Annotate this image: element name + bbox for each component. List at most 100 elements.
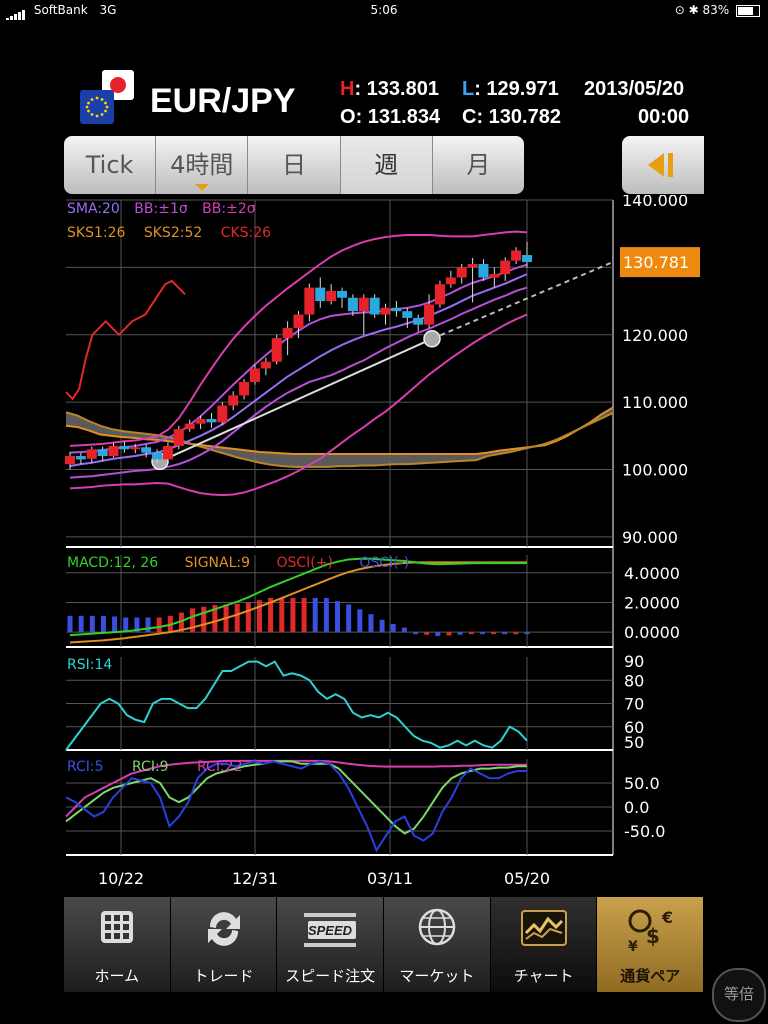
candle-up (380, 307, 391, 315)
rci-axis-tick: -50.0 (624, 822, 665, 841)
legend-sks1: SKS1:26 (67, 225, 126, 241)
date-axis-tick: 12/31 (232, 869, 278, 888)
macd-oscillator-bar (491, 632, 497, 635)
candle-up (467, 264, 478, 268)
macd-oscillator-bar (401, 627, 407, 633)
legend-cks: CKS:26 (220, 225, 272, 241)
chart-area[interactable]: 140.000130.000120.000110.000100.00090.00… (0, 195, 768, 895)
current-price-label: 130.781 (623, 253, 689, 272)
macd-oscillator-bar (245, 602, 251, 633)
rci5-line (65, 760, 527, 853)
eur-jpy-flag-icon (80, 70, 134, 124)
macd-oscillator-bar (502, 632, 508, 635)
candle-up (434, 284, 445, 305)
low-label: L (462, 78, 475, 100)
nav-chart-label: チャート (513, 967, 574, 985)
macd-oscillator-bar (435, 632, 441, 637)
price-axis-tick: 140.000 (622, 195, 688, 210)
main-legend-row2: SKS1:26 SKS2:52 CKS:26 (67, 225, 271, 241)
candle-down (522, 255, 532, 263)
price-axis-tick: 110.000 (622, 393, 688, 412)
legend-osci-minus: OSCI(-) (359, 555, 410, 571)
legend-bb1: BB:±1σ (134, 201, 188, 217)
close-price: C: 130.782 (462, 106, 561, 129)
macd-oscillator-bar (290, 597, 296, 633)
nav-currency-pair[interactable]: € $ ¥ 通貨ペア (597, 897, 705, 992)
candle-up (489, 274, 500, 278)
main-legend-row1: SMA:20 BB:±1σ BB:±2σ (67, 201, 256, 217)
legend-osci-plus: OSCI(+) (276, 555, 333, 571)
macd-oscillator-bar (156, 617, 162, 633)
macd-oscillator-bar (145, 617, 151, 633)
candle-up (260, 361, 271, 369)
zoom-scale-button[interactable]: 等倍 (712, 968, 766, 1022)
macd-oscillator-bar (89, 615, 95, 633)
clock: 5:06 (370, 3, 398, 17)
panel-bar-icon (668, 153, 673, 177)
currency-pair-icon: € $ ¥ (628, 908, 673, 955)
nav-chart[interactable]: チャート (490, 897, 598, 992)
chart-icon (520, 910, 567, 946)
candle-up (184, 423, 195, 430)
legend-bb2: BB:±2σ (202, 201, 256, 217)
tab-4hour[interactable]: 4時間 (156, 136, 249, 194)
macd-oscillator-bar (234, 603, 240, 633)
macd-oscillator-bar (424, 632, 430, 635)
macd-oscillator-bar (279, 597, 285, 633)
legend-sma: SMA:20 (67, 201, 120, 217)
dropdown-caret-icon (194, 184, 209, 191)
candle-down (119, 445, 130, 450)
candle-down (152, 452, 163, 460)
tab-week[interactable]: 週 (340, 136, 433, 194)
candle-up (86, 449, 97, 459)
macd-signal-line (69, 561, 527, 644)
candle-down (141, 447, 152, 453)
tab-tick[interactable]: Tick (64, 136, 157, 194)
macd-oscillator-bar (256, 600, 262, 633)
nav-speed-order[interactable]: SPEED スピード注文 (277, 897, 385, 992)
candle-up (282, 328, 293, 339)
macd-oscillator-bar (100, 615, 106, 633)
tab-day[interactable]: 日 (248, 136, 341, 194)
macd-oscillator-bar (479, 632, 485, 635)
legend-sks2: SKS2:52 (143, 225, 203, 241)
candle-up (217, 405, 228, 423)
macd-oscillator-bar (67, 615, 73, 633)
nav-home[interactable]: ホーム (64, 897, 171, 992)
nav-trade[interactable]: トレード (170, 897, 278, 992)
bb-minus1-line (69, 286, 528, 479)
candle-down (206, 418, 217, 423)
candle-down (337, 290, 348, 298)
candle-up (293, 314, 304, 329)
macd-axis-tick: 4.0000 (624, 564, 680, 583)
price-axis-tick: 90.000 (622, 528, 678, 547)
legend-rci9: RCI:9 (132, 759, 169, 775)
macd-oscillator-bar (301, 597, 307, 633)
network-type: 3G (99, 3, 117, 17)
open-label: O (340, 106, 356, 128)
bb-minus2-line (69, 313, 528, 497)
trend-line-extension (431, 261, 614, 340)
macd-oscillator-bar (457, 632, 463, 635)
quote-date: 2013/05/20 (584, 78, 685, 100)
macd-oscillator-bar (446, 632, 452, 636)
status-bar: SoftBank 3G 5:06 ⊙ ✱ 83% (0, 0, 768, 21)
legend-signal: SIGNAL:9 (184, 555, 251, 571)
signal-icon (6, 1, 26, 21)
nav-market[interactable]: マーケット (384, 897, 491, 992)
macd-oscillator-bar (78, 615, 84, 633)
chikou-span-line (65, 279, 186, 401)
price-axis-tick: 100.000 (622, 461, 688, 480)
bluetooth-icon: ✱ (688, 3, 699, 17)
date-axis-tick: 05/20 (504, 869, 550, 888)
macd-oscillator-bar (413, 632, 419, 635)
quote-time: 00:00 (638, 106, 690, 128)
candle-up (445, 277, 456, 285)
tab-month[interactable]: 月 (433, 136, 524, 194)
currency-pair: EUR/JPY (150, 82, 296, 120)
macd-oscillator-bar (212, 605, 218, 633)
panel-toggle-button[interactable] (622, 136, 704, 194)
quote-header: EUR/JPY H: 133.801 L: 129.971 2013/05/20… (0, 20, 768, 135)
candle-down (369, 297, 380, 315)
home-grid-icon (100, 911, 133, 943)
